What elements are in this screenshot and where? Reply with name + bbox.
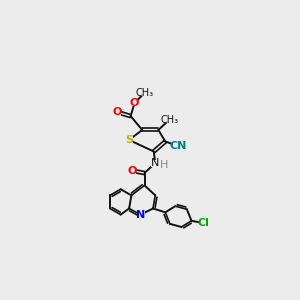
Text: O: O (113, 107, 122, 117)
Bar (137, 211, 145, 218)
Text: N: N (151, 158, 160, 168)
Bar (114, 109, 122, 116)
Bar (161, 161, 168, 168)
Text: S: S (125, 135, 133, 145)
Text: CN: CN (170, 141, 187, 151)
Bar (199, 220, 208, 226)
Text: N: N (136, 210, 145, 220)
Text: CH₃: CH₃ (160, 115, 178, 125)
Bar (131, 100, 138, 106)
Text: H: H (160, 160, 169, 170)
Bar (137, 89, 152, 96)
Bar (151, 160, 160, 167)
Text: O: O (130, 98, 139, 108)
Text: CH₃: CH₃ (135, 88, 154, 98)
Bar (125, 136, 133, 143)
Bar (128, 167, 136, 174)
Bar (173, 142, 184, 150)
Bar (161, 116, 177, 123)
Text: O: O (128, 166, 137, 176)
Text: Cl: Cl (198, 218, 210, 228)
